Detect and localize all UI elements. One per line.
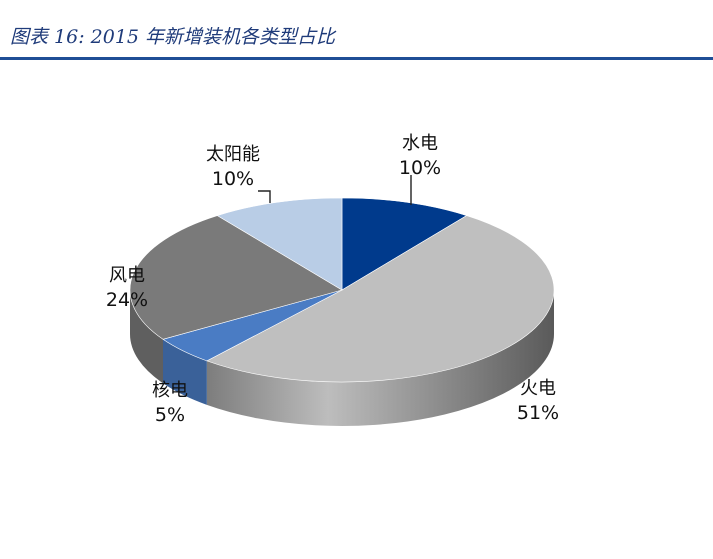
- slice-label-2: 核电: [152, 380, 188, 401]
- pie-slice-4: [216, 197, 343, 291]
- slice-label-4: 太阳能: [206, 144, 260, 165]
- slice-label-3: 风电: [109, 265, 145, 286]
- figure-title: 图表 16: 2015 年新增装机各类型占比: [10, 26, 336, 48]
- pie-top: [129, 197, 555, 383]
- slice-value-3: 24%: [106, 289, 148, 311]
- title-rule: [0, 57, 713, 60]
- leader-line-4: [258, 190, 271, 203]
- leader-lines: [258, 175, 412, 205]
- slice-labels: 水电 10% 火电 51% 核电 5% 风电 24% 太阳能 10%: [106, 133, 559, 426]
- slice-label-1: 火电: [520, 378, 556, 399]
- slice-value-2: 5%: [155, 404, 185, 426]
- pie-side-2: [163, 339, 207, 405]
- pie-sides: [130, 290, 554, 426]
- slice-value-0: 10%: [399, 157, 441, 179]
- pie-slice-0: [341, 197, 468, 291]
- slice-value-4: 10%: [212, 168, 254, 190]
- pie-slice-1: [206, 215, 555, 383]
- pie-side-3: [130, 290, 164, 384]
- pie-side-1: [206, 290, 554, 426]
- pie-slice-3: [129, 215, 343, 340]
- slice-value-1: 51%: [517, 402, 559, 424]
- slice-label-0: 水电: [402, 133, 438, 154]
